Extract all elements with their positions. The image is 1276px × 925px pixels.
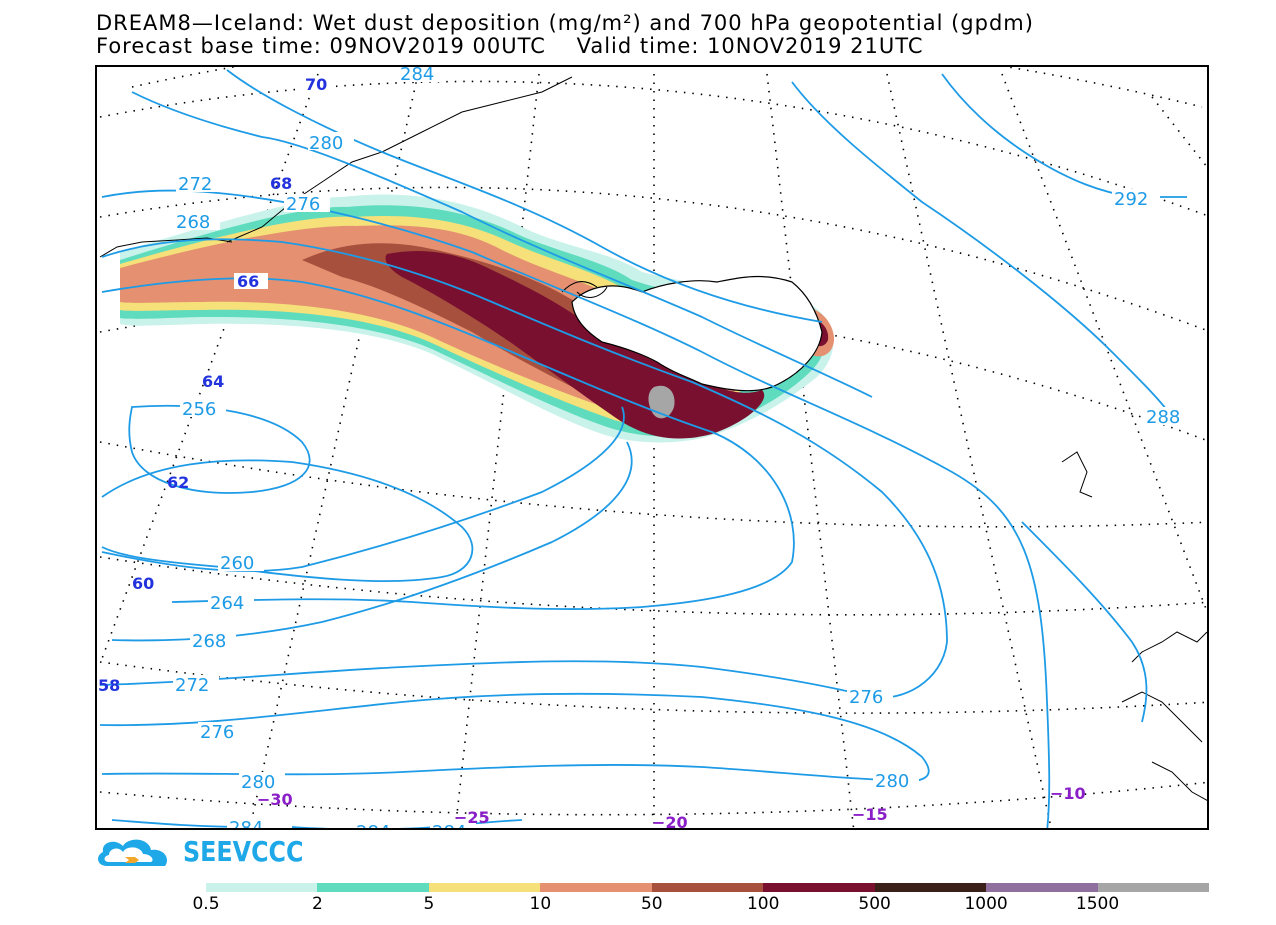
legend-swatch [763, 883, 875, 892]
legend-swatch [317, 883, 429, 892]
contour-label: 272 [178, 174, 212, 195]
contour-label: 280 [309, 133, 343, 154]
contour-label: 284 [356, 822, 390, 830]
legend-tick-label: 50 [640, 894, 663, 914]
contour-label: 260 [220, 553, 254, 574]
color-scale-legend [206, 883, 1209, 892]
contour-label: 276 [200, 722, 234, 743]
map-canvas: 284 280 276 272 268 256 260 264 268 272 … [98, 67, 1207, 830]
longitude-labels: −30 −25 −20 −15 −10 [257, 784, 1086, 830]
legend-tick-label: 100 [746, 894, 780, 914]
legend-swatch [1097, 883, 1209, 892]
latitude-label: 62 [167, 473, 189, 492]
legend-swatch [206, 883, 318, 892]
latitude-labels: 70 68 66 64 62 60 58 [98, 75, 336, 695]
legend-swatch [874, 883, 987, 892]
latitude-label: 64 [202, 372, 224, 391]
contour-label: 284 [432, 822, 466, 830]
geopotential-contours [99, 69, 1187, 828]
legend-swatch [651, 883, 764, 892]
latitude-label: 58 [98, 676, 120, 695]
longitude-label: −20 [652, 813, 688, 830]
legend-tick-label: 2 [312, 894, 323, 914]
contour-label: 268 [192, 631, 226, 652]
legend-tick-label: 1500 [1075, 894, 1120, 914]
coastlines [99, 76, 1207, 801]
contour-label: 280 [875, 771, 909, 792]
contour-label: 264 [210, 593, 244, 614]
longitude-label: −15 [852, 805, 888, 824]
contour-label: 284 [400, 67, 434, 85]
map-panel: 284 280 276 272 268 256 260 264 268 272 … [95, 65, 1209, 830]
contour-labels: 284 280 276 272 268 256 260 264 268 272 … [173, 67, 1192, 830]
longitude-label: −25 [454, 808, 490, 827]
legend-swatch [428, 883, 541, 892]
legend-tick-label: 10 [529, 894, 552, 914]
contour-label: 280 [241, 772, 275, 793]
latitude-label: 70 [305, 75, 327, 94]
contour-label: 276 [286, 194, 320, 215]
legend-swatch [540, 883, 652, 892]
contour-label: 268 [176, 212, 210, 233]
contour-label: 276 [849, 687, 883, 708]
latitude-label: 60 [132, 574, 154, 593]
contour-label: 272 [175, 675, 209, 696]
legend-tick-label: 5 [423, 894, 435, 914]
title-line-1: DREAM8—Iceland: Wet dust deposition (mg/… [96, 11, 1034, 35]
graticule [99, 67, 1207, 828]
title-line-2: Forecast base time: 09NOV2019 00UTC Vali… [96, 34, 924, 58]
legend-tick-label: 0.5 [192, 894, 220, 914]
latitude-label: 68 [270, 174, 292, 193]
longitude-label: −30 [257, 790, 293, 809]
legend-swatch [986, 883, 1098, 892]
legend-tick-label: 1000 [964, 894, 1008, 914]
seevccc-cloud-logo-icon [98, 839, 168, 866]
contour-label: 292 [1114, 189, 1148, 210]
logo-text: SEEVCCC [183, 835, 304, 868]
contour-label: 284 [229, 818, 263, 830]
longitude-label: −10 [1050, 784, 1086, 803]
contour-label: 256 [182, 399, 216, 420]
latitude-label: 66 [237, 272, 259, 291]
contour-label: 288 [1146, 407, 1180, 428]
legend-tick-label: 500 [858, 894, 891, 914]
